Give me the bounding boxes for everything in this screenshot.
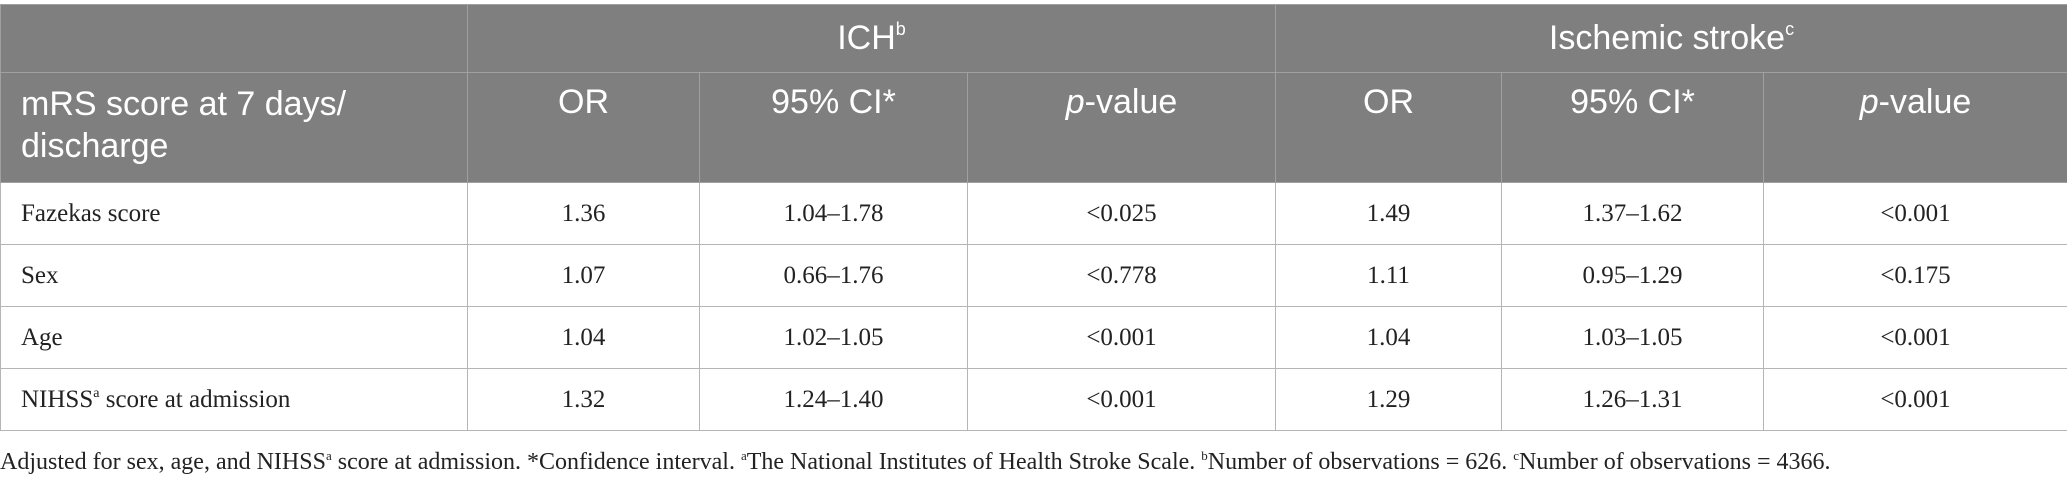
cell-is-or: 1.29 bbox=[1275, 368, 1503, 431]
table-row: NIHSSa score at admission 1.32 1.24–1.40… bbox=[0, 368, 2067, 431]
row-label: NIHSSa score at admission bbox=[0, 368, 468, 431]
cell-ich-ci: 0.66–1.76 bbox=[699, 244, 968, 307]
cell-ich-or: 1.36 bbox=[467, 182, 700, 245]
cell-is-p: <0.001 bbox=[1763, 182, 2067, 245]
cell-is-or: 1.49 bbox=[1275, 182, 1503, 245]
results-table: ICHb Ischemic strokec mRS score at 7 day… bbox=[0, 4, 2067, 431]
row-label-sup: a bbox=[93, 385, 100, 401]
cell-ich-or: 1.04 bbox=[467, 306, 700, 369]
cell-ich-or: 1.32 bbox=[467, 368, 700, 431]
cell-ich-or: 1.07 bbox=[467, 244, 700, 307]
header-is-ci: 95% CI* bbox=[1501, 72, 1765, 183]
header-group-ischemic-label: Ischemic stroke bbox=[1548, 19, 1786, 57]
header-ich-ci: 95% CI* bbox=[699, 72, 968, 183]
row-label: Age bbox=[0, 306, 468, 369]
row-label: Sex bbox=[0, 244, 468, 307]
header-row-groups: ICHb Ischemic strokec bbox=[0, 4, 2067, 73]
cell-is-ci: 1.26–1.31 bbox=[1501, 368, 1765, 431]
cell-is-ci: 1.37–1.62 bbox=[1501, 182, 1765, 245]
header-p-rest: -value bbox=[1878, 83, 1972, 121]
cell-is-p: <0.001 bbox=[1763, 306, 2067, 369]
footnote-sup: c bbox=[1513, 448, 1520, 463]
cell-ich-p: <0.025 bbox=[966, 182, 1277, 245]
header-ich-or: OR bbox=[467, 72, 700, 183]
cell-is-or: 1.04 bbox=[1275, 306, 1503, 369]
header-p-italic: p bbox=[1859, 83, 1879, 121]
header-group-ich: ICHb bbox=[466, 4, 1277, 73]
cell-ich-p: <0.778 bbox=[966, 244, 1277, 307]
footnote-part: Adjusted for sex, age, and NIHSS bbox=[0, 449, 326, 475]
footnote-part: Number of observations = 4366. bbox=[1519, 449, 1831, 475]
header-group-ischemic-sup: c bbox=[1785, 19, 1795, 39]
header-empty-cell bbox=[0, 4, 468, 73]
header-row-columns: mRS score at 7 days/ discharge OR 95% CI… bbox=[0, 72, 2067, 183]
table-footnote: Adjusted for sex, age, and NIHSSa score … bbox=[0, 448, 2067, 476]
cell-is-ci: 1.03–1.05 bbox=[1501, 306, 1765, 369]
header-is-or: OR bbox=[1275, 72, 1503, 183]
cell-is-p: <0.001 bbox=[1763, 368, 2067, 431]
footnote-sup: a bbox=[740, 448, 747, 463]
footnote-part: Number of observations = 626. bbox=[1207, 449, 1514, 475]
cell-ich-p: <0.001 bbox=[966, 368, 1277, 431]
header-p-rest: -value bbox=[1084, 83, 1178, 121]
cell-ich-ci: 1.02–1.05 bbox=[699, 306, 968, 369]
header-first-col: mRS score at 7 days/ discharge bbox=[0, 72, 468, 183]
cell-ich-ci: 1.24–1.40 bbox=[699, 368, 968, 431]
header-ich-p: p-value bbox=[966, 72, 1277, 183]
cell-ich-p: <0.001 bbox=[966, 306, 1277, 369]
header-p-italic: p bbox=[1065, 83, 1085, 121]
cell-is-or: 1.11 bbox=[1275, 244, 1503, 307]
footnote-sup: b bbox=[1201, 448, 1208, 463]
footnote-sup: a bbox=[325, 448, 332, 463]
row-label-post: score at admission bbox=[99, 385, 291, 413]
table-row: Fazekas score 1.36 1.04–1.78 <0.025 1.49… bbox=[0, 182, 2067, 245]
header-is-p: p-value bbox=[1763, 72, 2067, 183]
cell-ich-ci: 1.04–1.78 bbox=[699, 182, 968, 245]
row-label: Fazekas score bbox=[0, 182, 468, 245]
table-row: Age 1.04 1.02–1.05 <0.001 1.04 1.03–1.05… bbox=[0, 306, 2067, 369]
table-row: Sex 1.07 0.66–1.76 <0.778 1.11 0.95–1.29… bbox=[0, 244, 2067, 307]
header-group-ischemic: Ischemic strokec bbox=[1275, 4, 2067, 73]
row-label-pre: NIHSS bbox=[21, 385, 94, 413]
header-group-ich-sup: b bbox=[895, 19, 906, 39]
header-group-ich-label: ICH bbox=[837, 19, 896, 57]
footnote-part: The National Institutes of Health Stroke… bbox=[746, 449, 1202, 475]
cell-is-ci: 0.95–1.29 bbox=[1501, 244, 1765, 307]
footnote-part: score at admission. *Confidence interval… bbox=[331, 449, 741, 475]
cell-is-p: <0.175 bbox=[1763, 244, 2067, 307]
